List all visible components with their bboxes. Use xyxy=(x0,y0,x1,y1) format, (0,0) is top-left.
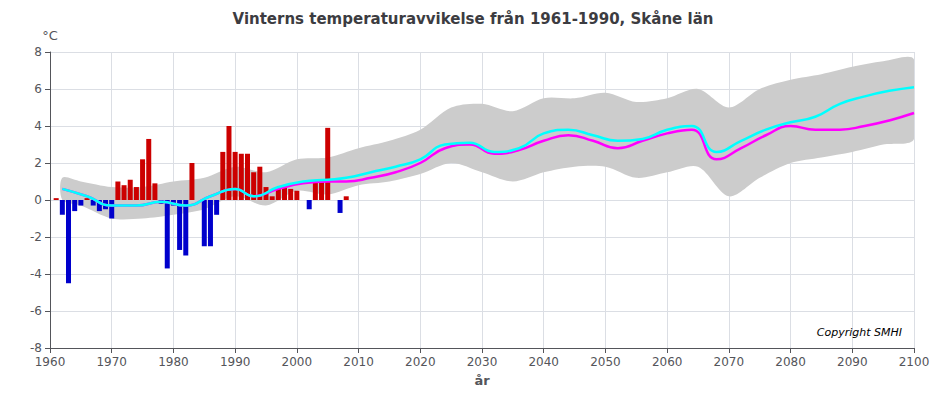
svg-text:2060: 2060 xyxy=(652,355,683,369)
svg-text:2010: 2010 xyxy=(343,355,374,369)
svg-text:2070: 2070 xyxy=(714,355,745,369)
svg-text:-4: -4 xyxy=(30,267,42,281)
svg-text:2080: 2080 xyxy=(775,355,806,369)
svg-text:8: 8 xyxy=(34,45,42,59)
svg-text:°C: °C xyxy=(42,28,58,43)
svg-text:1970: 1970 xyxy=(96,355,127,369)
svg-text:1980: 1980 xyxy=(158,355,189,369)
svg-text:6: 6 xyxy=(34,82,42,96)
svg-text:1960: 1960 xyxy=(35,355,66,369)
svg-text:2040: 2040 xyxy=(528,355,559,369)
svg-text:Copyright SMHI: Copyright SMHI xyxy=(817,326,902,339)
svg-text:Vinterns temperaturavvikelse f: Vinterns temperaturavvikelse från 1961-1… xyxy=(233,10,714,28)
svg-text:-8: -8 xyxy=(30,341,42,355)
svg-text:4: 4 xyxy=(34,119,42,133)
svg-text:2050: 2050 xyxy=(590,355,621,369)
svg-text:2: 2 xyxy=(34,156,42,170)
svg-text:0: 0 xyxy=(34,193,42,207)
svg-text:2000: 2000 xyxy=(282,355,313,369)
svg-text:2020: 2020 xyxy=(405,355,436,369)
svg-text:1990: 1990 xyxy=(220,355,251,369)
svg-text:-6: -6 xyxy=(30,304,42,318)
svg-text:-2: -2 xyxy=(30,230,42,244)
svg-text:år: år xyxy=(474,373,490,388)
svg-text:2100: 2100 xyxy=(899,355,930,369)
svg-text:2090: 2090 xyxy=(837,355,868,369)
svg-text:2030: 2030 xyxy=(467,355,498,369)
